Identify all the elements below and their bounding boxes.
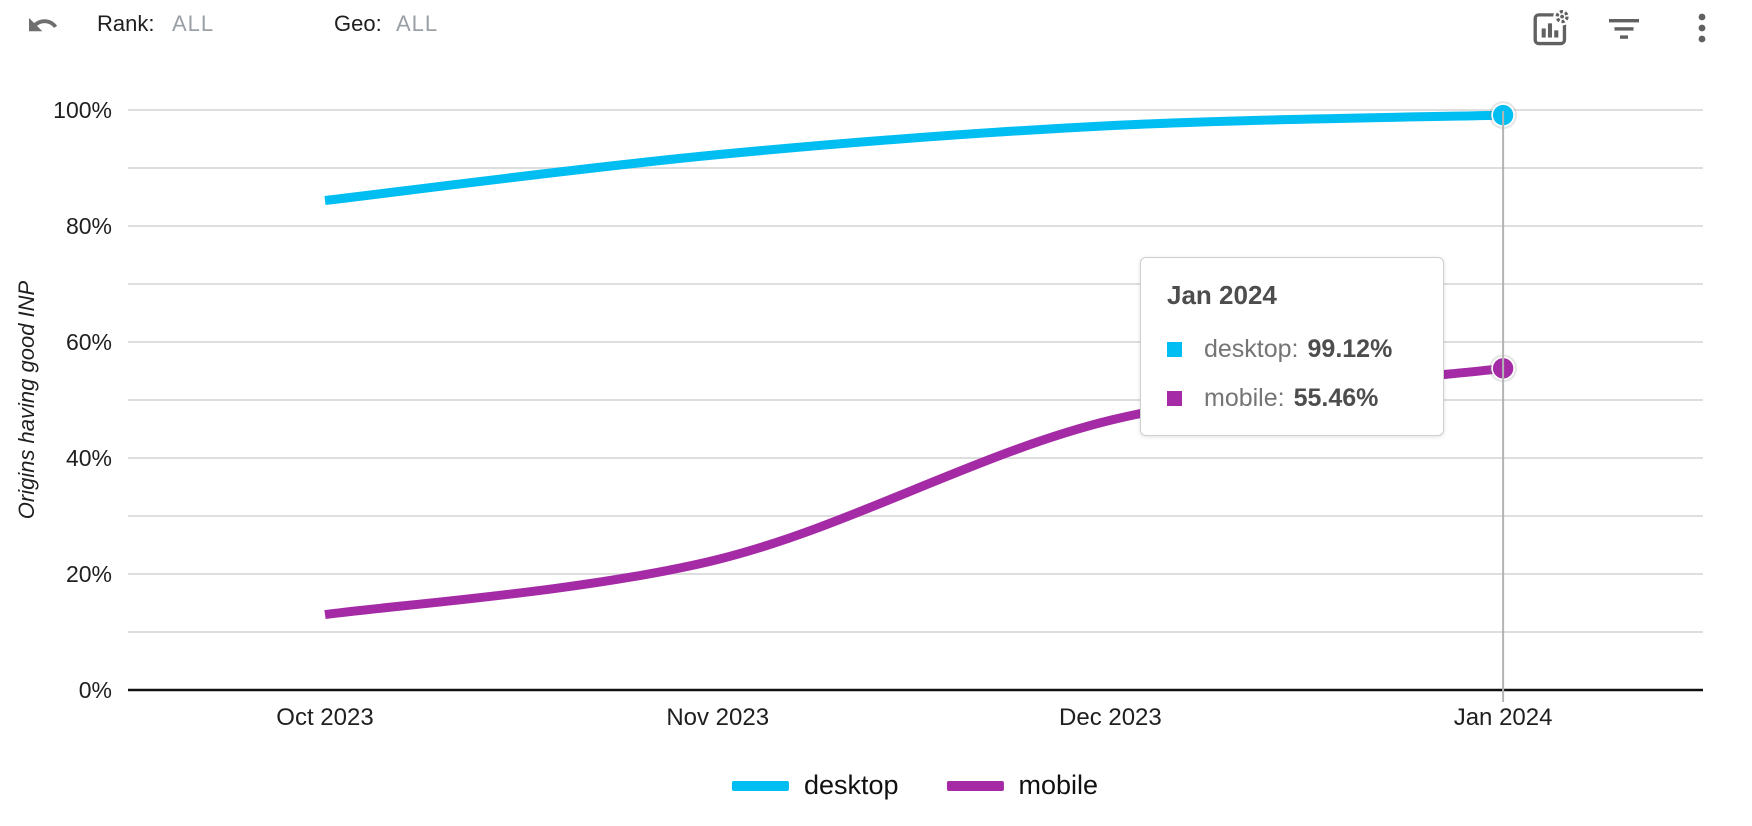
- mobile-swatch-icon: [1167, 391, 1182, 406]
- rank-filter-value[interactable]: ALL: [172, 11, 215, 36]
- tooltip-row-mobile: mobile: 55.46%: [1167, 384, 1423, 413]
- x-tick-label: Jan 2024: [1454, 704, 1553, 731]
- filter-icon: [1607, 19, 1641, 44]
- y-tick-label: 100%: [53, 97, 112, 123]
- desktop-swatch-icon: [1167, 342, 1182, 357]
- y-tick-label: 20%: [66, 561, 112, 587]
- tooltip-title: Jan 2024: [1167, 280, 1277, 310]
- tooltip-desktop-value: 99.12%: [1307, 335, 1393, 363]
- legend-item-desktop: desktop: [731, 770, 899, 801]
- mobile-legend-swatch-icon: [946, 780, 1004, 791]
- geo-filter-value[interactable]: ALL: [396, 11, 439, 36]
- more-vertical-icon: [1696, 13, 1708, 49]
- chart-settings-icon: [1532, 7, 1571, 50]
- y-tick-label: 60%: [66, 329, 112, 355]
- undo-icon: [26, 17, 62, 43]
- more-options-button[interactable]: [1696, 12, 1708, 49]
- chart-tooltip: Jan 2024 desktop: 99.12% mobile: 55.46%: [1140, 257, 1444, 436]
- y-tick-label: 0%: [79, 677, 112, 703]
- x-tick-label: Dec 2023: [1059, 704, 1162, 731]
- undo-button[interactable]: [26, 10, 62, 43]
- y-tick-label: 40%: [66, 445, 112, 471]
- tooltip-mobile-value: 55.46%: [1293, 384, 1379, 412]
- desktop-legend-swatch-icon: [731, 780, 789, 791]
- x-tick-label: Oct 2023: [276, 704, 373, 731]
- geo-filter-label: Geo:: [334, 11, 382, 36]
- rank-filter-label: Rank:: [97, 11, 155, 36]
- filter-button[interactable]: [1607, 17, 1641, 44]
- tooltip-desktop-label: desktop:: [1204, 335, 1299, 363]
- chart-legend: desktop mobile: [731, 770, 1099, 801]
- chart-settings-button[interactable]: [1532, 7, 1571, 50]
- toolbar: Rank: ALL Geo: ALL: [0, 0, 1752, 52]
- tooltip-mobile-label: mobile:: [1204, 384, 1285, 412]
- tooltip-row-desktop: desktop: 99.12%: [1167, 335, 1423, 364]
- legend-item-mobile: mobile: [946, 770, 1099, 801]
- legend-label: desktop: [803, 770, 899, 800]
- x-tick-label: Nov 2023: [666, 704, 769, 731]
- y-tick-label: 80%: [66, 213, 112, 239]
- legend-label: mobile: [1018, 770, 1099, 800]
- desktop-line-series[interactable]: [324, 110, 1504, 205]
